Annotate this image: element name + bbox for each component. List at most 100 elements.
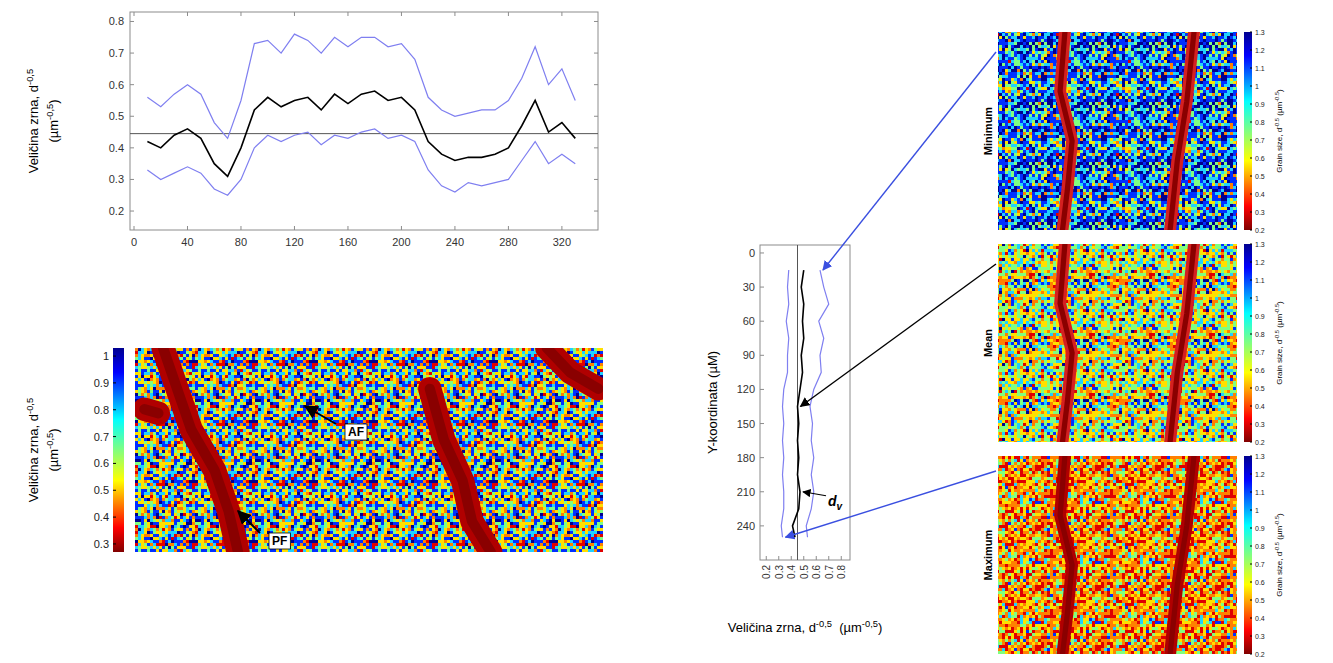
y-tick xyxy=(760,491,764,492)
profile-chart: 03060901201501802102400.20.30.40.50.60.7… xyxy=(705,245,882,635)
y-axis-title-part: (µm xyxy=(46,449,61,472)
colorbar-tick xyxy=(1250,104,1252,105)
colorbar-tick-label: 0.6 xyxy=(1255,367,1265,374)
colorbar-tick xyxy=(1250,316,1252,317)
x-tick-label: 0.4 xyxy=(786,565,797,579)
colorbar-tick xyxy=(1250,212,1252,213)
ferrite-band-core xyxy=(1060,456,1072,654)
colorbar-tick xyxy=(1250,352,1252,353)
colorbar-tick-label: 1.1 xyxy=(1255,65,1265,72)
y-tick xyxy=(130,179,134,180)
colorbar-tick-label: 0.8 xyxy=(1255,331,1265,338)
x-tick xyxy=(134,226,135,230)
x-tick-label: 0 xyxy=(131,236,137,248)
colorbar-tick-label: 1 xyxy=(1255,295,1259,302)
annotation-arrow xyxy=(238,511,260,533)
colorbar-tick-label: 1.1 xyxy=(1255,277,1265,284)
y-tick-label: 90 xyxy=(743,349,755,361)
colorbar-tick xyxy=(1250,528,1252,529)
map-panel: Minimum0.20.30.40.50.60.70.80.911.11.21.… xyxy=(823,29,1284,271)
panel-arrow xyxy=(786,471,997,537)
colorbar-tick-label: 0.4 xyxy=(1255,191,1265,198)
series-line xyxy=(793,270,804,537)
series-line xyxy=(147,129,575,195)
annotation-label: PF xyxy=(272,534,287,548)
x-tick xyxy=(401,12,402,16)
x-axis-title-part: -0,5 xyxy=(862,619,878,629)
x-tick-label: 0.7 xyxy=(824,565,835,579)
colorbar-title-part: -0.5 xyxy=(1274,542,1280,552)
x-tick-label: 280 xyxy=(499,236,517,248)
colorbar-tick-label: 0.4 xyxy=(1255,615,1265,622)
ferrite-band xyxy=(1170,244,1194,442)
colorbar-tick xyxy=(1250,176,1252,177)
x-tick-label: 120 xyxy=(285,236,303,248)
colorbar xyxy=(1244,32,1252,230)
colorbar-tick-label: 1.2 xyxy=(1255,471,1265,478)
y-tick xyxy=(760,287,764,288)
y-tick xyxy=(594,147,598,148)
y-tick xyxy=(760,389,764,390)
colorbar-title-part: (µm xyxy=(1275,101,1284,117)
colorbar-title-part: Grain size, d xyxy=(1275,340,1284,385)
colorbar-tick-label: 0.2 xyxy=(1255,227,1265,234)
grain-map xyxy=(135,348,603,552)
series-line xyxy=(147,91,575,176)
colorbar-tick xyxy=(1250,140,1252,141)
colorbar-tick xyxy=(1250,230,1252,231)
colorbar-tick xyxy=(1250,424,1252,425)
x-tick xyxy=(240,226,241,230)
y-tick-label: 240 xyxy=(737,520,755,532)
y-tick xyxy=(130,116,134,117)
panel-title: Minimum xyxy=(982,107,994,155)
annotation-label: dv xyxy=(828,493,844,512)
colorbar-tick xyxy=(113,490,116,491)
y-tick xyxy=(760,525,764,526)
y-tick xyxy=(130,21,134,22)
y-tick xyxy=(760,321,764,322)
colorbar-tick xyxy=(113,409,116,410)
y-tick xyxy=(760,355,764,356)
ferrite-band xyxy=(1060,456,1072,654)
x-tick xyxy=(778,556,779,560)
colorbar-tick xyxy=(1250,298,1252,299)
panel-title: Mean xyxy=(982,329,994,357)
colorbar-tick xyxy=(1250,636,1252,637)
grain-map xyxy=(998,244,1237,442)
y-tick xyxy=(760,423,764,424)
y-tick xyxy=(594,179,598,180)
y-tick-label: 0.4 xyxy=(109,142,124,154)
x-tick xyxy=(294,12,295,16)
x-tick xyxy=(187,226,188,230)
colorbar-tick xyxy=(1250,68,1252,69)
colorbar-title-part: (µm xyxy=(1275,525,1284,541)
panel-title: Maximum xyxy=(982,529,994,580)
colorbar xyxy=(1244,456,1252,654)
y-axis-title: Veličina zrna, d-0,5 xyxy=(25,398,41,502)
colorbar-tick-label: 1.3 xyxy=(1255,29,1265,36)
y-axis-title-part: Veličina zrna, d xyxy=(26,85,41,173)
colorbar-tick-label: 0.7 xyxy=(1255,349,1265,356)
colorbar-tick xyxy=(1250,406,1252,407)
colorbar-tick xyxy=(1250,456,1252,457)
x-tick xyxy=(294,226,295,230)
y-axis-title: (µm-0,5) xyxy=(45,428,61,471)
colorbar-tick xyxy=(1250,50,1252,51)
colorbar-tick xyxy=(1250,546,1252,547)
ferrite-band xyxy=(1060,32,1072,230)
grain-map-texture xyxy=(998,32,1237,230)
y-tick-label: 0.8 xyxy=(109,15,124,27)
colorbar-tick-label: 0.2 xyxy=(1255,439,1265,446)
colorbar-tick xyxy=(1250,510,1252,511)
colorbar-tick-label: 0.7 xyxy=(1255,561,1265,568)
x-tick-label: 320 xyxy=(553,236,571,248)
y-axis-title-part: -0,5 xyxy=(25,69,35,85)
y-tick-label: 0.5 xyxy=(109,110,124,122)
annotation-box xyxy=(345,424,367,440)
panel-arrow xyxy=(801,264,997,406)
colorbar-tick-label: 0.3 xyxy=(94,538,109,550)
y-tick-label: 0.7 xyxy=(109,47,124,59)
colorbar-tick-label: 0.7 xyxy=(1255,137,1265,144)
annotation-label: AF xyxy=(348,425,364,439)
annotation-arrow xyxy=(305,406,336,424)
